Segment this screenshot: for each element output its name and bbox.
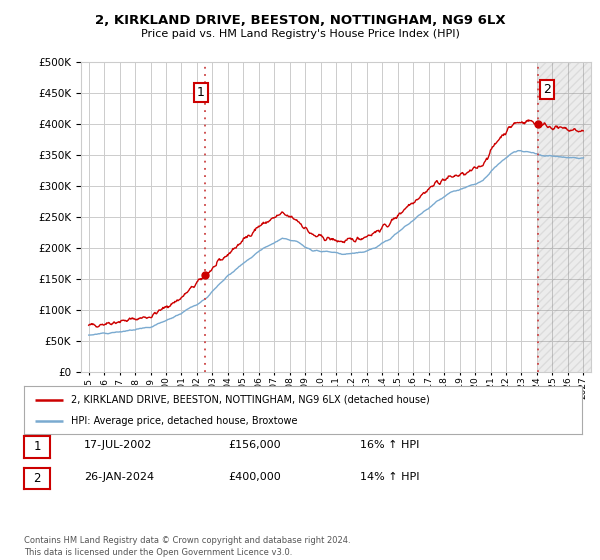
Text: 1: 1 <box>34 440 41 454</box>
Text: 26-JAN-2024: 26-JAN-2024 <box>84 472 154 482</box>
Text: HPI: Average price, detached house, Broxtowe: HPI: Average price, detached house, Brox… <box>71 416 298 426</box>
Text: £400,000: £400,000 <box>228 472 281 482</box>
Text: 17-JUL-2002: 17-JUL-2002 <box>84 440 152 450</box>
Bar <box>538 62 591 372</box>
Text: 16% ↑ HPI: 16% ↑ HPI <box>360 440 419 450</box>
Text: 2, KIRKLAND DRIVE, BEESTON, NOTTINGHAM, NG9 6LX (detached house): 2, KIRKLAND DRIVE, BEESTON, NOTTINGHAM, … <box>71 395 430 405</box>
Text: 14% ↑ HPI: 14% ↑ HPI <box>360 472 419 482</box>
Text: 2: 2 <box>34 472 41 486</box>
Text: Contains HM Land Registry data © Crown copyright and database right 2024.
This d: Contains HM Land Registry data © Crown c… <box>24 536 350 557</box>
Text: 2, KIRKLAND DRIVE, BEESTON, NOTTINGHAM, NG9 6LX: 2, KIRKLAND DRIVE, BEESTON, NOTTINGHAM, … <box>95 14 505 27</box>
Text: 1: 1 <box>197 86 205 99</box>
Text: £156,000: £156,000 <box>228 440 281 450</box>
Text: Price paid vs. HM Land Registry's House Price Index (HPI): Price paid vs. HM Land Registry's House … <box>140 29 460 39</box>
Text: 2: 2 <box>544 83 551 96</box>
